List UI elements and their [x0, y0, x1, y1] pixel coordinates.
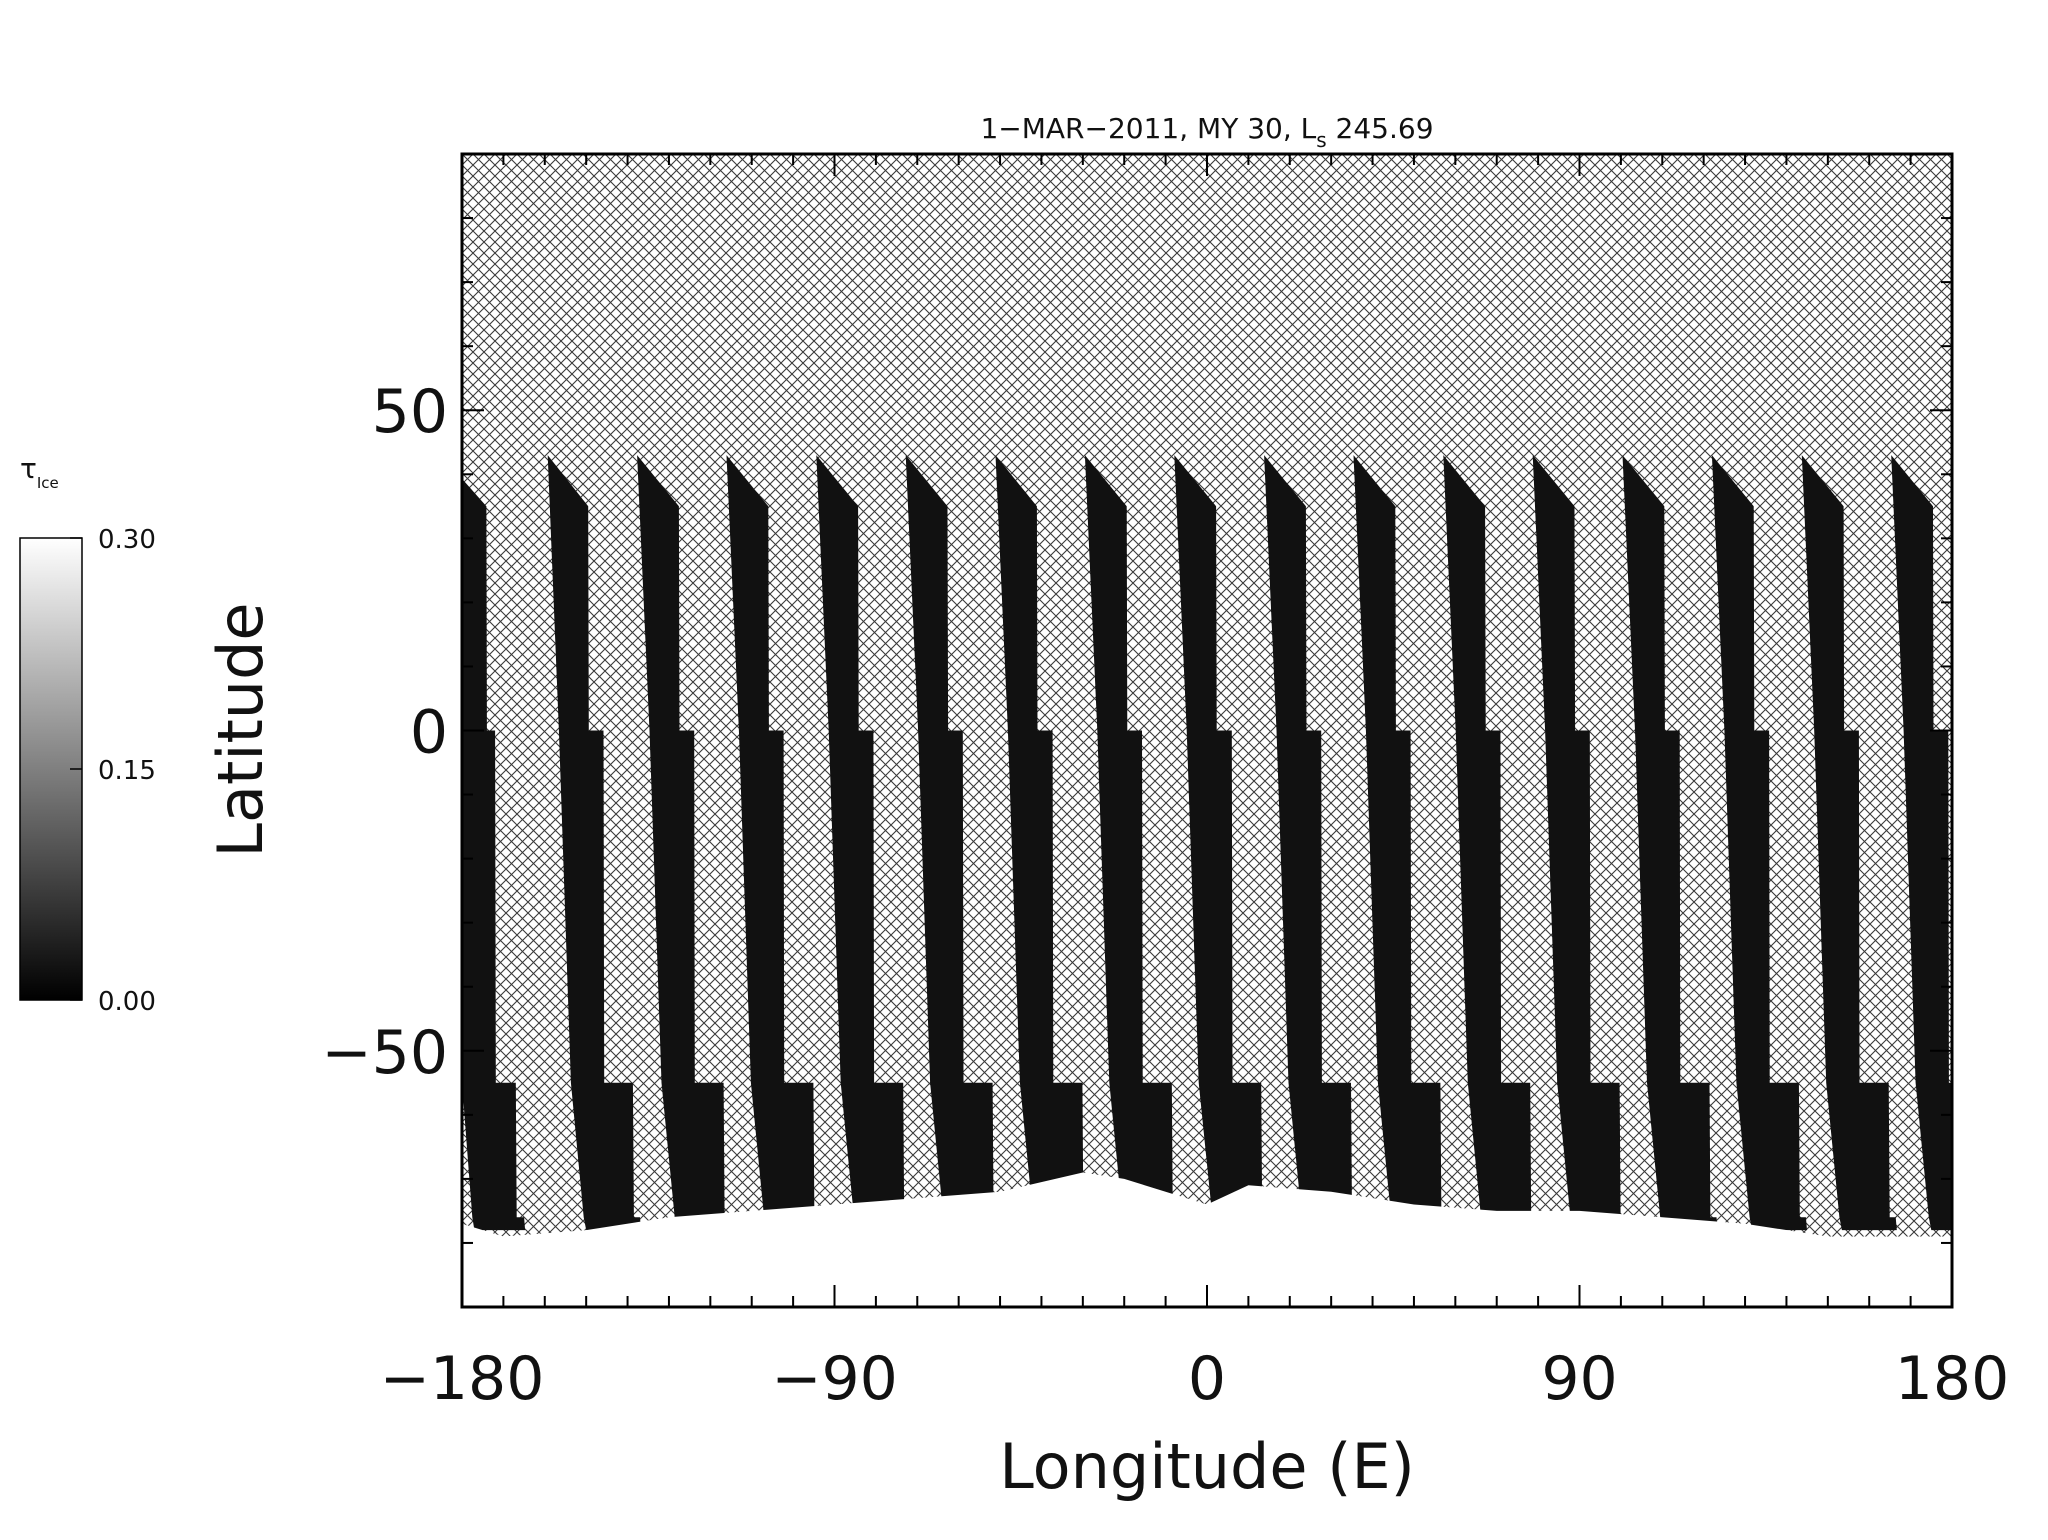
swath-2	[547, 455, 641, 1231]
colorbar-ticks: 0.00 0.15 0.30	[70, 525, 156, 1017]
axis-ticks	[461, 153, 1953, 1308]
swath-10	[1264, 455, 1360, 1231]
swath-4	[726, 455, 822, 1231]
x-tick-label: −90	[771, 1344, 898, 1414]
swath-8	[1084, 455, 1180, 1231]
y-tick-label: 0	[410, 698, 448, 768]
chart-title-subscript: s	[1316, 128, 1326, 152]
colorbar-title-tau: τ	[20, 452, 37, 485]
chart-title-main: 1−MAR−2011, MY 30, L	[980, 112, 1316, 145]
swath-1	[462, 478, 526, 1231]
y-tick-label: −50	[321, 1018, 448, 1088]
x-tick-label: 90	[1541, 1344, 1617, 1414]
swath-14	[1622, 455, 1718, 1231]
chart-title-suffix: 245.69	[1327, 112, 1434, 145]
colorbar-title-subscript: Ice	[37, 474, 59, 492]
swath-16	[1801, 455, 1897, 1231]
swath-9	[1174, 455, 1270, 1231]
colorbar-title: τIce	[20, 452, 59, 492]
polar-cap-region	[462, 1172, 1952, 1307]
x-tick-label: 180	[1895, 1344, 2010, 1414]
data-layer	[462, 455, 1952, 1307]
swath-15	[1711, 455, 1807, 1231]
tick-labels: −180 −90 0 90 180 −50 0 50	[321, 377, 2009, 1414]
chart-title: 1−MAR−2011, MY 30, Ls 245.69	[980, 112, 1433, 152]
plot-area	[460, 152, 1954, 1309]
colorbar-tick-label: 0.30	[98, 525, 156, 555]
y-axis-label: Latitude	[204, 602, 277, 857]
x-axis-label: Longitude (E)	[999, 1430, 1415, 1503]
swath-12	[1443, 455, 1539, 1231]
swath-11	[1353, 455, 1449, 1231]
colorbar-tick-label: 0.00	[98, 987, 156, 1017]
swath-5	[816, 455, 911, 1231]
colorbar-tick-label: 0.15	[98, 756, 156, 786]
y-tick-label: 50	[372, 377, 448, 447]
swath-6	[905, 455, 1001, 1231]
swath-17	[1891, 455, 1952, 1231]
x-tick-label: 0	[1188, 1344, 1226, 1414]
swath-3	[637, 455, 733, 1231]
swath-7	[995, 455, 1091, 1231]
colorbar: τIce 0.00 0.15 0.30	[19, 452, 156, 1017]
swath-13	[1532, 455, 1628, 1231]
x-tick-label: −180	[380, 1344, 545, 1414]
